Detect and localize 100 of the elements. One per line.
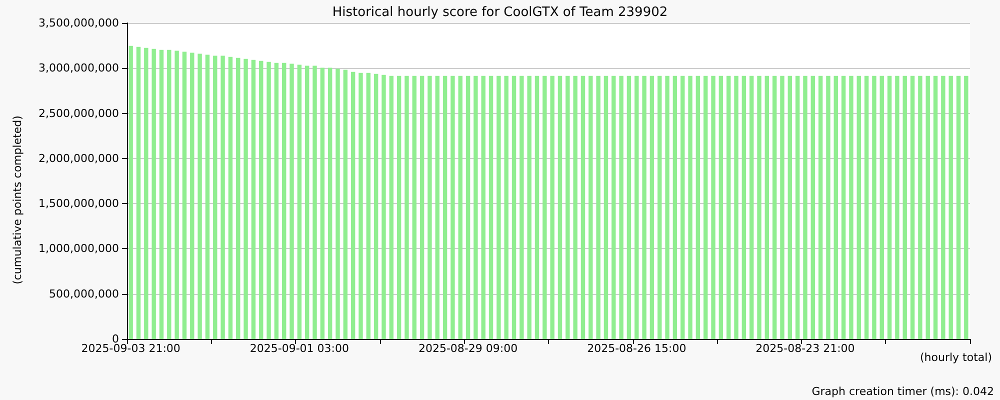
x-tick-label: 2025-08-26 15:00 [587, 342, 686, 355]
bar [887, 76, 892, 339]
bar [933, 76, 938, 339]
bar [198, 54, 202, 339]
bar [795, 76, 800, 339]
bar [580, 76, 586, 339]
bar [926, 76, 930, 339]
bar [152, 48, 156, 339]
bar [788, 76, 792, 339]
x-tick-label: 2025-08-29 09:00 [418, 342, 518, 355]
bar [941, 76, 946, 339]
bar [496, 76, 501, 339]
y-axis-title: (cumulative points completed) [11, 116, 24, 284]
bar [849, 76, 854, 339]
bar [274, 62, 279, 339]
bar [382, 74, 386, 339]
y-tick-label: 3,000,000,000 [38, 62, 119, 75]
bar [389, 76, 394, 339]
bar [428, 76, 432, 339]
bar [566, 76, 570, 339]
bar [742, 76, 746, 339]
bar [550, 76, 554, 339]
bar [880, 76, 884, 339]
bar [948, 76, 953, 339]
bar [642, 76, 646, 339]
bar [435, 76, 440, 339]
bar [956, 76, 961, 339]
bar [604, 76, 608, 339]
bar [534, 76, 540, 339]
bar [558, 76, 562, 339]
bar [680, 76, 685, 339]
bar [282, 62, 286, 339]
bar [474, 76, 478, 339]
bar [343, 70, 348, 339]
bar [964, 76, 968, 339]
bar [918, 76, 922, 339]
y-tick-label: 500,000,000 [49, 287, 119, 300]
bar [757, 76, 762, 339]
bar [144, 48, 148, 339]
bar [136, 46, 141, 339]
bar [174, 50, 179, 339]
bar [872, 76, 876, 339]
bar [251, 60, 256, 339]
x-tick-label: 2025-08-23 21:00 [756, 342, 855, 355]
bar [718, 76, 724, 339]
bar [304, 66, 310, 339]
bar [626, 76, 632, 339]
bar [658, 76, 662, 339]
bar [404, 76, 409, 339]
bar [634, 76, 639, 339]
bar [895, 76, 900, 339]
bar [374, 74, 378, 339]
bar [244, 58, 248, 339]
bar [856, 76, 861, 339]
bar [834, 76, 838, 339]
bar [458, 76, 462, 339]
bar [450, 76, 455, 339]
bar [512, 76, 516, 339]
bar [588, 76, 593, 339]
bar [596, 76, 600, 339]
bar [266, 62, 271, 339]
bar [520, 76, 524, 339]
bar [366, 72, 371, 339]
bar [412, 76, 416, 339]
bar [803, 76, 808, 339]
x-tick-label: 2025-09-01 03:00 [250, 342, 349, 355]
bar [818, 76, 823, 339]
y-tick-label: 1,500,000,000 [38, 197, 119, 210]
bar [504, 76, 508, 339]
bar [672, 76, 678, 339]
bar [128, 46, 133, 339]
bar [764, 76, 770, 339]
bar [665, 76, 670, 339]
bar [336, 68, 340, 339]
bar [481, 76, 486, 339]
bar [205, 54, 210, 339]
bar [320, 68, 325, 339]
bar [182, 52, 187, 339]
bar [159, 50, 164, 339]
bar [780, 76, 784, 339]
bar [236, 58, 240, 339]
bar [527, 76, 532, 339]
bar [542, 76, 547, 339]
bar [442, 76, 448, 339]
bar [213, 56, 218, 339]
x-tick-label: 2025-09-03 21:00 [81, 342, 180, 355]
bar [902, 76, 907, 339]
bar [749, 76, 754, 339]
bar [772, 76, 777, 339]
text: Graph creation timer (ms): 0.042 [812, 385, 994, 398]
x-axis-title: (hourly total) [920, 351, 992, 364]
bar [228, 56, 233, 339]
bar [290, 64, 294, 339]
bar [488, 76, 494, 339]
y-tick-label: 2,000,000,000 [38, 152, 119, 165]
bar [312, 66, 317, 339]
bar [734, 76, 738, 339]
bar [573, 76, 578, 339]
bar [220, 56, 225, 339]
bar [703, 76, 708, 339]
